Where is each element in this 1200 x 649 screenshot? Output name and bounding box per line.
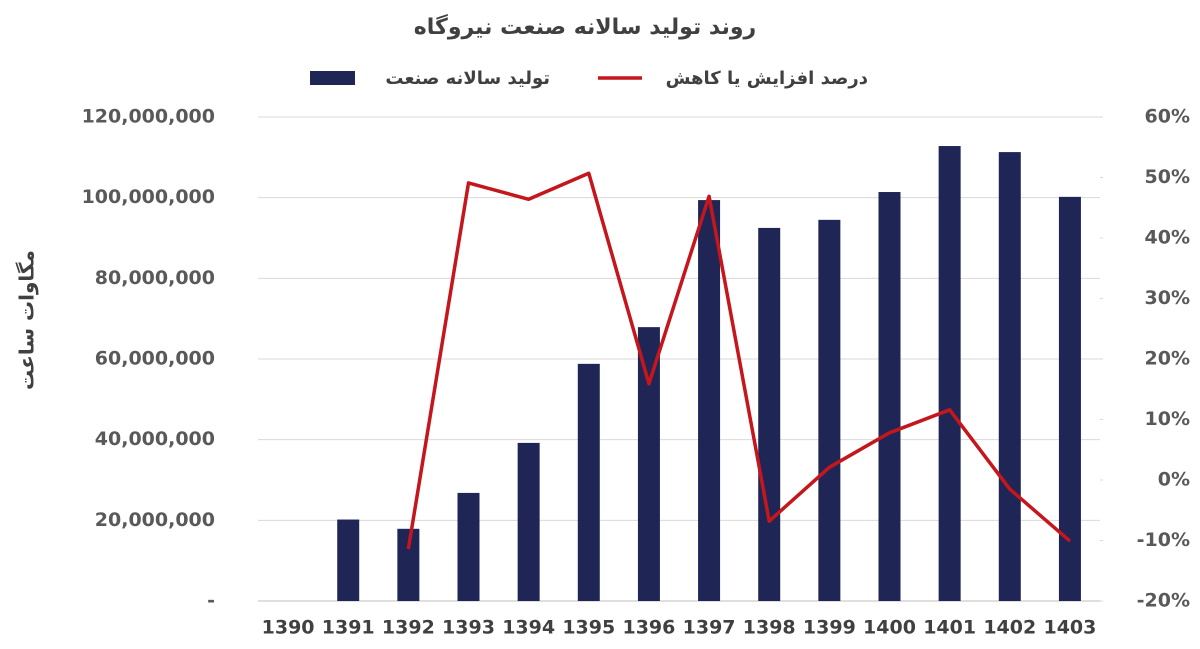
x-tick-label: 1398 (743, 617, 796, 639)
legend-swatch (310, 71, 355, 85)
bar (878, 192, 901, 601)
y-tick-label: 120,000,000 (82, 106, 215, 128)
x-tick-label: 1400 (863, 617, 916, 639)
line (406, 171, 1072, 550)
bar (337, 519, 360, 601)
chart-title: روند تولید سالانه صنعت نیروگاه (414, 13, 756, 40)
bar (698, 200, 721, 601)
bar (818, 219, 841, 601)
y-axis-title: مگاوات ساعت (15, 250, 39, 390)
bar (758, 227, 781, 601)
y-tick-label: 20,000,000 (95, 509, 215, 531)
x-tick-label: 1401 (923, 617, 976, 639)
legend-label: تولید سالانه صنعت (385, 68, 550, 89)
y2-tick-label: 40% (1145, 227, 1190, 249)
bar (457, 492, 480, 601)
y-tick-label: 80,000,000 (95, 267, 215, 289)
x-tick-label: 1395 (562, 617, 615, 639)
bar (517, 442, 540, 601)
y-tick-label: 100,000,000 (82, 186, 215, 208)
x-tick-label: 1397 (683, 617, 736, 639)
legend-label: درصد افزایش یا کاهش (666, 68, 868, 89)
bar (577, 363, 600, 601)
bar (998, 152, 1021, 601)
y2-tick-label: 0% (1158, 469, 1190, 491)
x-tick-label: 1394 (502, 617, 555, 639)
y2-tick-label: 50% (1145, 166, 1190, 188)
y2-tick-label: -20% (1137, 590, 1190, 612)
y2-tick-label: 20% (1145, 348, 1190, 370)
bar (397, 528, 420, 601)
bar (637, 327, 660, 601)
x-tick-label: 1393 (442, 617, 495, 639)
y-tick-label: 60,000,000 (95, 348, 215, 370)
x-tick-label: 1403 (1043, 617, 1096, 639)
y2-tick-label: -10% (1137, 529, 1190, 551)
y-tick-label: 40,000,000 (95, 428, 215, 450)
x-tick-label: 1391 (322, 617, 375, 639)
y2-tick-label: 60% (1145, 106, 1190, 128)
x-tick-label: 1390 (262, 617, 315, 639)
y2-tick-label: 30% (1145, 287, 1190, 309)
bar (1058, 196, 1081, 602)
x-tick-label: 1399 (803, 617, 856, 639)
x-tick-label: 1402 (983, 617, 1036, 639)
y-tick-label: - (207, 590, 215, 612)
x-tick-label: 1392 (382, 617, 435, 639)
x-tick-label: 1396 (622, 617, 675, 639)
bar (938, 146, 961, 602)
y2-tick-label: 10% (1145, 408, 1190, 430)
